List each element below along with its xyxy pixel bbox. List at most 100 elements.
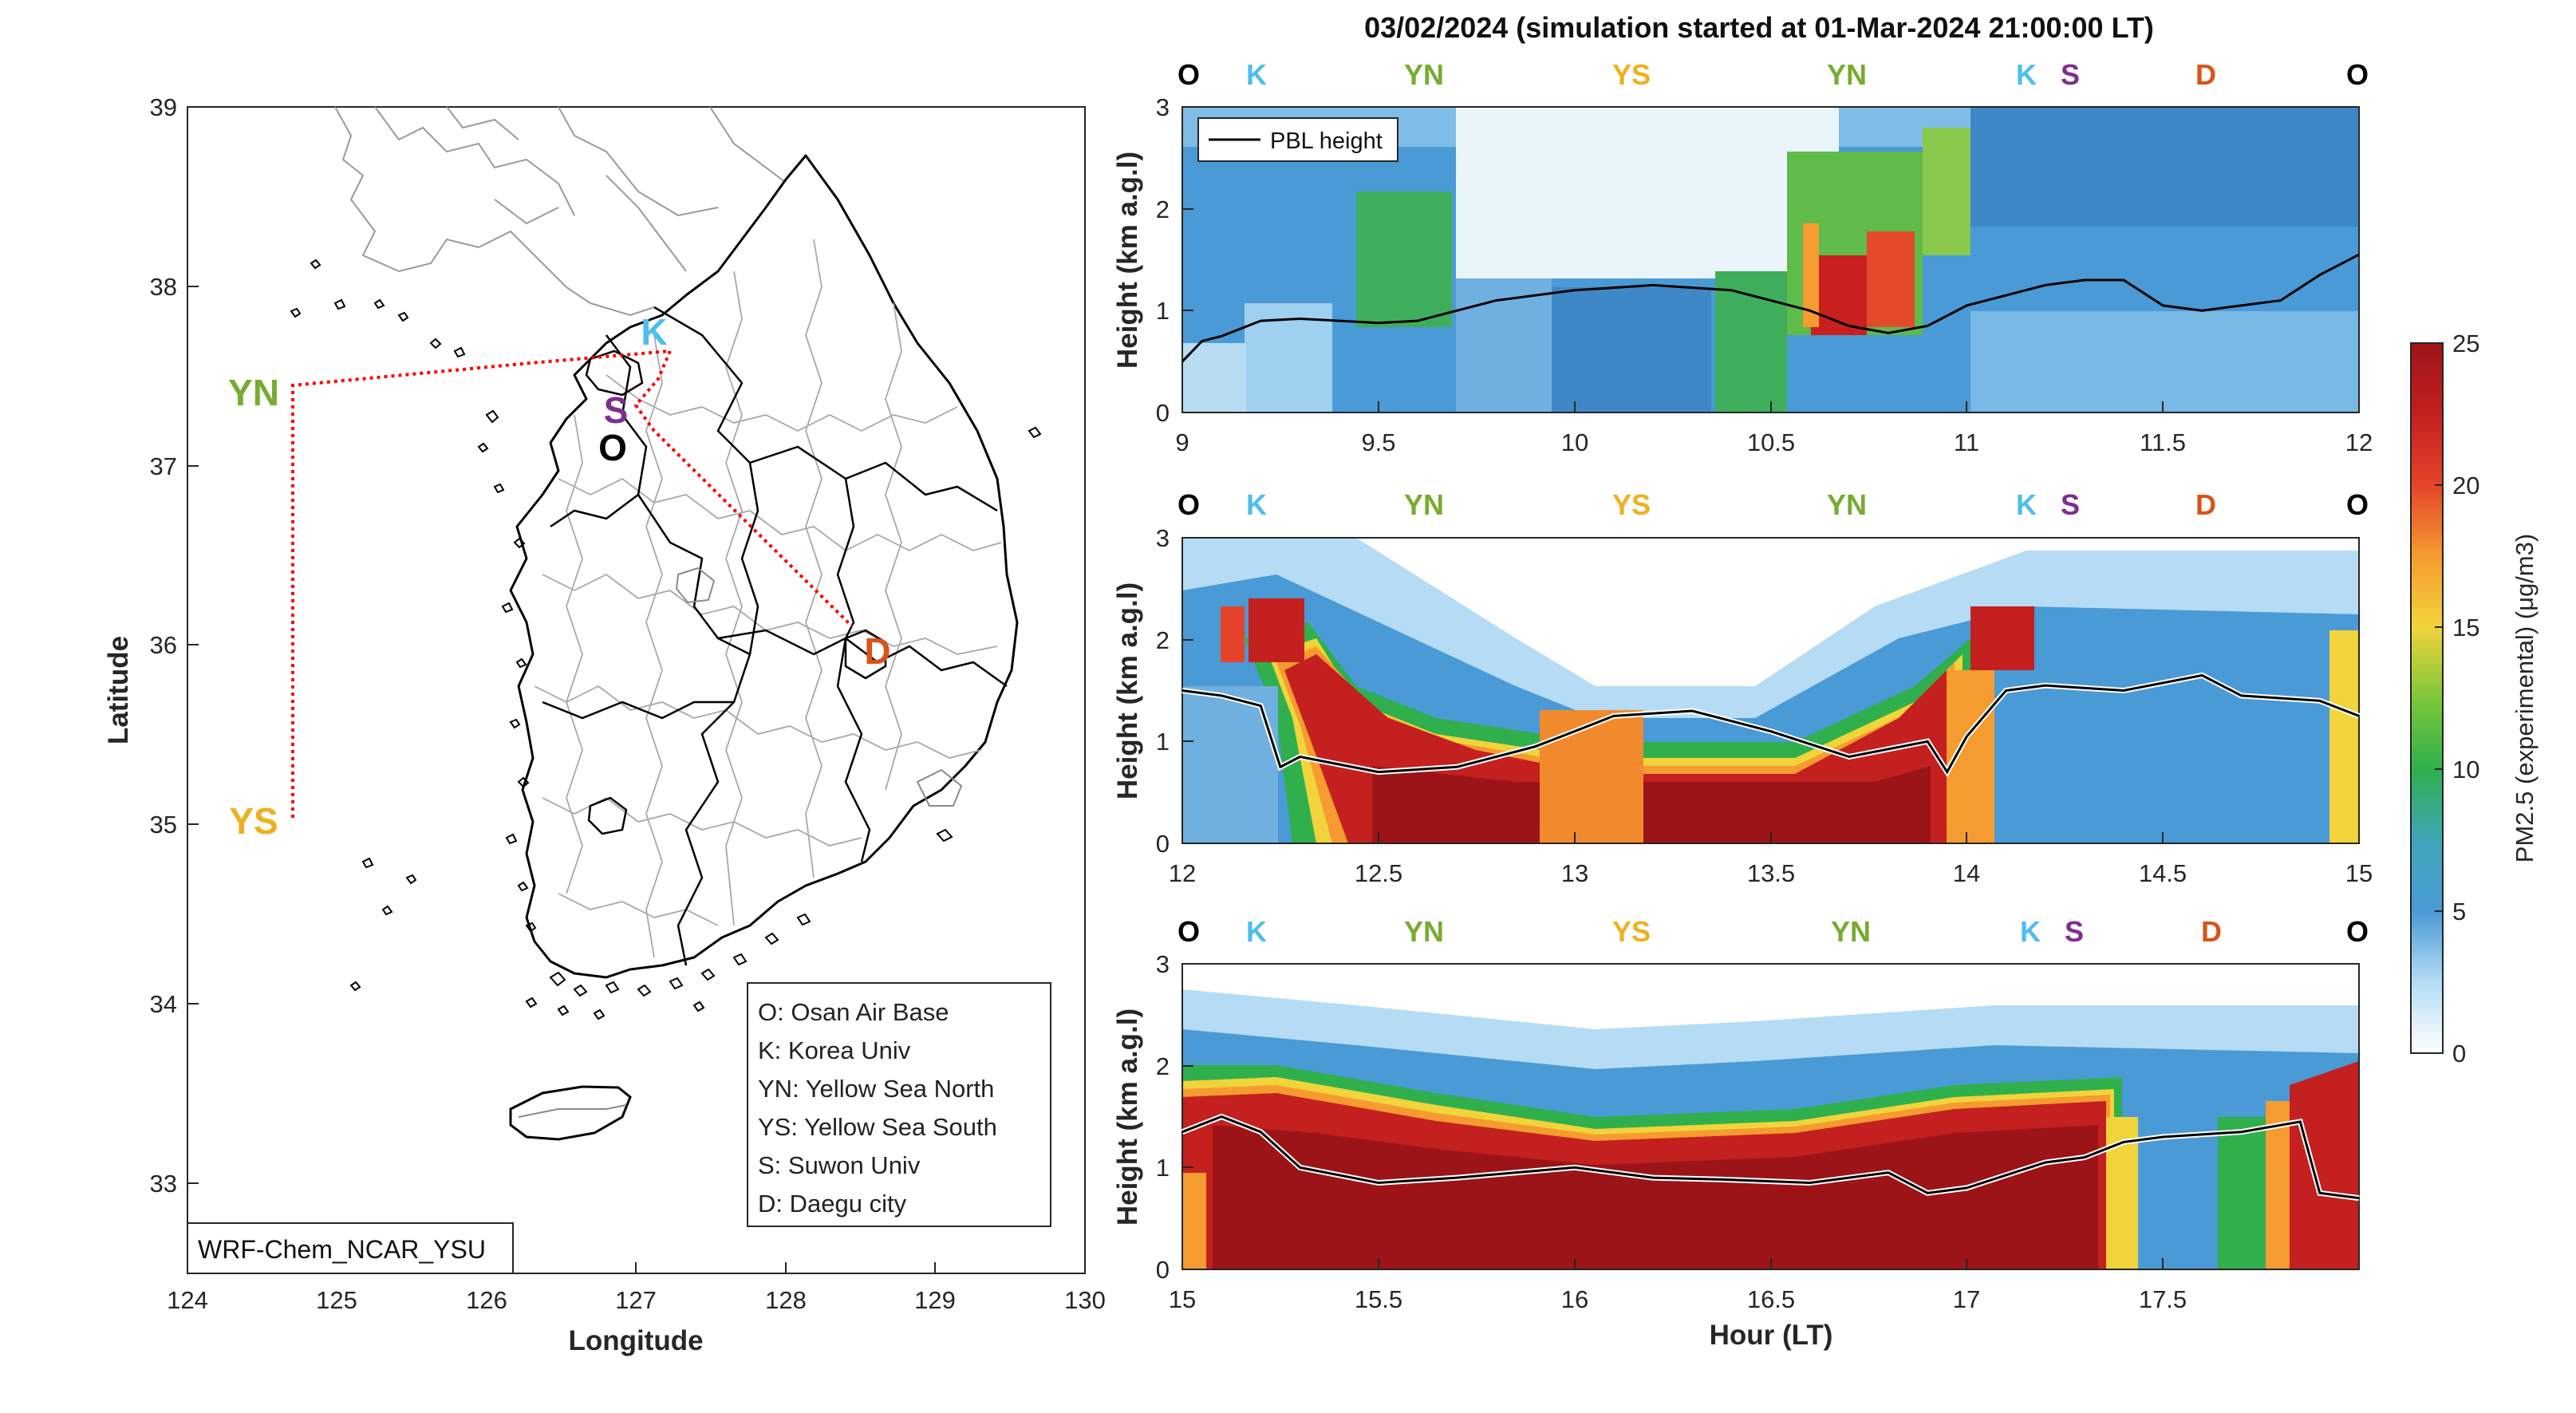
- curtain-panel-2: O K YN YS YN K S D O: [1112, 488, 2373, 887]
- jeju-island: [509, 1085, 632, 1141]
- model-label: WRF-Chem_NCAR_YSU: [198, 1235, 486, 1264]
- colorbar-tick-marks: [2435, 342, 2443, 1054]
- curtain-site-label: O: [1178, 58, 1200, 91]
- curtain-site-label: YN: [1831, 915, 1871, 948]
- curtain-site-label: K: [2016, 58, 2037, 91]
- heatmap-orange-strip: [1540, 710, 1643, 843]
- seoul-outline: [585, 349, 644, 397]
- y-tick-labels-1: 0 1 2 3: [1156, 93, 1170, 427]
- y-tick-marks-3: [1182, 963, 1193, 1270]
- map-xtick: 130: [1064, 1286, 1106, 1314]
- xtick: 12.5: [1355, 859, 1402, 887]
- curtain-site-label: O: [2346, 58, 2369, 91]
- heatmap-hot-spot-3: [1970, 606, 2034, 670]
- curtain-panel-3: O K YN YS YN K S D O: [1112, 915, 2369, 1351]
- colorbar-tick: 25: [2452, 330, 2479, 357]
- heatmap-band-lower-right: [1970, 311, 2359, 412]
- heatmap-band-midday-blue: [1456, 278, 1552, 412]
- curtain-site-label: K: [1246, 58, 1267, 91]
- ytick: 3: [1156, 950, 1170, 978]
- map-ytick: 39: [150, 93, 177, 121]
- xtick: 15.5: [1355, 1285, 1402, 1313]
- y-tick-marks-1: [1182, 106, 1193, 413]
- curtain-site-label: D: [2201, 915, 2222, 948]
- y-axis-label-2: Height (km a.g.l): [1112, 582, 1143, 799]
- xtick: 12: [1169, 859, 1196, 887]
- heatmap-band-midday-dark: [1552, 287, 1711, 412]
- colorbar: 0 5 10 15 20 25 PM2.5 (experimental) (μg…: [2410, 330, 2539, 1068]
- heatmap-right-red: [2290, 1061, 2359, 1269]
- curtain-site-label: K: [2020, 915, 2041, 948]
- colorbar-tick: 20: [2452, 472, 2479, 499]
- heatmap-band-green-1: [1356, 191, 1452, 327]
- map-x-axis-label: Longitude: [568, 1325, 703, 1356]
- map-ytick: 37: [150, 452, 177, 480]
- xtick: 9: [1175, 428, 1189, 456]
- gwangju-outline: [587, 796, 628, 835]
- xtick: 15: [1169, 1285, 1196, 1313]
- curtain-site-label: YS: [1612, 915, 1651, 948]
- x-tick-labels-1: 9 9.5 10 10.5 11 11.5 12: [1175, 428, 2373, 456]
- heatmap-band-midday-light: [1456, 107, 1839, 278]
- curtain-site-label: O: [2346, 488, 2369, 521]
- ytick: 0: [1156, 830, 1170, 858]
- ytick: 1: [1156, 297, 1170, 325]
- y-axis-label-1: Height (km a.g.l): [1112, 152, 1143, 369]
- colorbar-tick: 10: [2452, 756, 2479, 783]
- curtain-heatmap-2: [1182, 538, 2359, 843]
- map-y-tick-labels: 33 34 35 36 37 38 39: [150, 93, 177, 1198]
- jeju-inner-boundary: [518, 1104, 627, 1118]
- site-label-osan: O: [598, 427, 627, 468]
- curtain-site-label: K: [1246, 488, 1267, 521]
- xtick: 15: [2345, 859, 2373, 887]
- y-axis-label-3: Height (km a.g.l): [1112, 1008, 1143, 1226]
- xtick: 11.5: [2140, 428, 2186, 456]
- ytick: 1: [1156, 728, 1170, 756]
- site-label-suwon-univ: S: [604, 389, 629, 431]
- ytick: 2: [1156, 1052, 1170, 1080]
- colorbar-tick: 0: [2452, 1040, 2466, 1068]
- ytick: 1: [1156, 1154, 1170, 1182]
- map-xtick: 126: [466, 1286, 507, 1314]
- heatmap-dark-red-core: [1372, 766, 1931, 843]
- xtick: 10.5: [1747, 428, 1795, 456]
- ytick: 2: [1156, 195, 1170, 223]
- curtain-site-label: YN: [1404, 58, 1444, 91]
- site-legend-box: [747, 982, 1051, 1227]
- site-legend-entry: K: Korea Univ: [758, 1036, 911, 1064]
- site-label-daegu: D: [864, 630, 890, 672]
- west-coast-islands: [290, 259, 537, 992]
- x-axis-label-3: Hour (LT): [1710, 1320, 1833, 1351]
- pbl-legend: PBL height: [1197, 117, 1398, 162]
- y-tick-labels-2: 0 1 2 3: [1156, 524, 1170, 858]
- curtain-site-label: O: [1178, 488, 1200, 521]
- y-tick-labels-3: 0 1 2 3: [1156, 950, 1170, 1284]
- xtick: 14: [1953, 859, 1980, 887]
- admin-boundaries-major: [542, 306, 1008, 966]
- figure-title: 03/02/2024 (simulation started at 01-Mar…: [1364, 11, 2154, 44]
- curtain-panel-1: O K YN YS YN K S D O: [1112, 58, 2373, 456]
- site-labels-row: O K YN YS YN K S D O: [1178, 488, 2369, 521]
- curtain-site-label: S: [2061, 58, 2080, 91]
- curtain-site-label: YS: [1612, 58, 1651, 91]
- heatmap-band-morning-light: [1182, 343, 1246, 412]
- colorbar-gradient: [2410, 342, 2444, 1054]
- colorbar-tick-labels: 0 5 10 15 20 25: [2452, 330, 2479, 1068]
- site-legend-entry: O: Osan Air Base: [758, 998, 949, 1026]
- colorbar-label: PM2.5 (experimental) (μg/m3): [2511, 534, 2539, 862]
- map-xtick: 127: [615, 1286, 657, 1314]
- heatmap-band-upper-right: [1970, 107, 2359, 227]
- pbl-legend-label: PBL height: [1270, 128, 1383, 154]
- daejeon-outline: [675, 566, 716, 604]
- heatmap-right-green: [2218, 1117, 2266, 1269]
- y-tick-marks-2: [1182, 537, 1193, 844]
- xtick: 13.5: [1747, 859, 1795, 887]
- site-label-yellow-sea-south: YS: [229, 800, 278, 842]
- map-y-axis-label: Latitude: [103, 636, 134, 744]
- south-coast-islands: [525, 828, 953, 1020]
- model-label-box: [187, 1222, 514, 1274]
- curtain-site-label: YN: [1404, 488, 1444, 521]
- pbl-height-line: [1181, 673, 2360, 775]
- flight-track-line: [291, 349, 854, 818]
- curtain-site-label: O: [2346, 915, 2369, 948]
